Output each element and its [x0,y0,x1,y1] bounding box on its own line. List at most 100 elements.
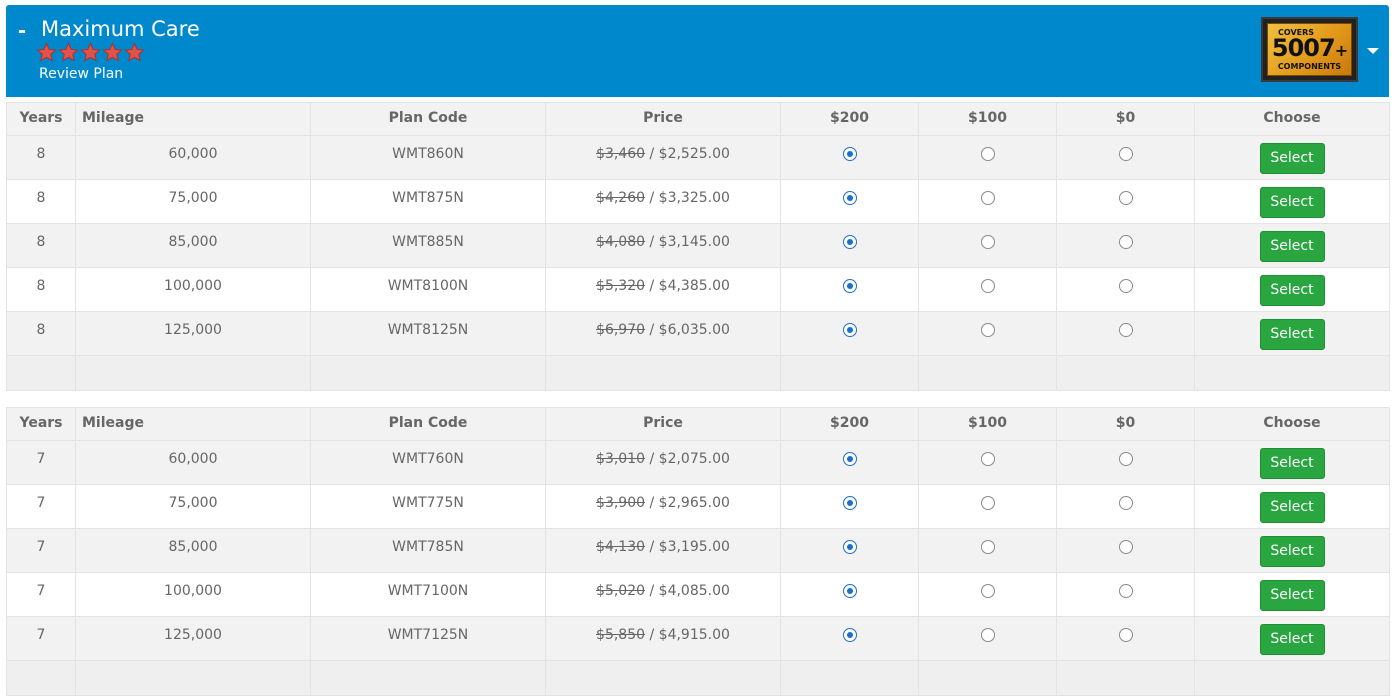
deductible-radio[interactable] [842,323,857,337]
table-row: 8 100,000 WMT8100N $5,320 / $4,385.00 Select [6,267,1390,312]
deductible-radio[interactable] [980,584,995,598]
deductible-radio[interactable] [980,452,995,466]
original-price: $5,850 [596,627,646,643]
price-cell: $5,320 / $4,385.00 [545,267,781,312]
years-cell: 8 [6,135,76,180]
deductible-radio[interactable] [980,628,995,642]
table-header-row: Years Mileage Plan Code Price $200 $100 $0 Choo… [6,102,1390,136]
years-cell: 8 [6,179,76,224]
sale-price: $4,085.00 [658,583,730,599]
deductible-radio[interactable] [980,323,995,337]
deductible-cell [918,440,1057,485]
original-price: $5,020 [596,583,646,599]
years-cell: 7 [6,616,76,661]
deductible-radio[interactable] [842,540,857,554]
deductible-radio[interactable] [842,628,857,642]
deductible-radio[interactable] [1118,147,1133,161]
years-cell: 8 [6,267,76,312]
original-price: $4,260 [596,190,646,206]
price-cell: $3,010 / $2,075.00 [545,440,781,485]
mileage-cell: 60,000 [75,440,311,485]
deductible-radio[interactable] [980,540,995,554]
select-button[interactable]: Select [1259,143,1325,174]
table-row: 8 75,000 WMT875N $4,260 / $3,325.00 Select [6,179,1390,224]
deductible-radio[interactable] [980,235,995,249]
deductible-radio[interactable] [842,147,857,161]
badge-components-text: COMPONENTS [1277,62,1342,71]
deductible-radio[interactable] [980,279,995,293]
deductible-radio[interactable] [1118,235,1133,249]
deductible-radio[interactable] [1118,584,1133,598]
select-button[interactable]: Select [1259,448,1325,479]
plan-code-cell: WMT885N [310,223,546,268]
plan-code-cell: WMT875N [310,179,546,224]
column-header: $100 [918,102,1057,136]
deductible-radio[interactable] [1118,452,1133,466]
deductible-radio[interactable] [980,147,995,161]
star-icon [58,42,79,62]
deductible-radio[interactable] [842,235,857,249]
select-button[interactable]: Select [1259,319,1325,350]
deductible-radio[interactable] [1118,540,1133,554]
choose-cell: Select [1194,572,1390,617]
choose-cell: Select [1194,311,1390,356]
table-row: 7 85,000 WMT785N $4,130 / $3,195.00 Select [6,528,1390,573]
badge-number: 5007+ [1271,34,1348,62]
select-button[interactable]: Select [1259,275,1325,306]
deductible-cell [780,528,919,573]
mileage-cell: 100,000 [75,267,311,312]
price-cell: $3,460 / $2,525.00 [545,135,781,180]
deductible-radio[interactable] [1118,191,1133,205]
column-header: Choose [1194,102,1390,136]
select-button[interactable]: Select [1259,536,1325,567]
price-cell: $6,970 / $6,035.00 [545,311,781,356]
select-button[interactable]: Select [1259,580,1325,611]
years-cell: 7 [6,572,76,617]
deductible-cell [780,572,919,617]
star-icon [36,42,57,62]
choose-cell: Select [1194,528,1390,573]
deductible-radio[interactable] [842,584,857,598]
deductible-radio[interactable] [842,191,857,205]
choose-cell: Select [1194,484,1390,529]
deductible-cell [918,484,1057,529]
deductible-cell [780,311,919,356]
review-plan-link[interactable]: Review Plan [39,66,124,82]
collapse-icon[interactable]: - [18,17,26,44]
deductible-radio[interactable] [842,496,857,510]
mileage-cell: 100,000 [75,572,311,617]
badge-covers-text: COVERS [1278,28,1315,37]
deductible-radio[interactable] [1118,279,1133,293]
years-cell: 7 [6,528,76,573]
deductible-radio[interactable] [1118,628,1133,642]
deductible-cell [780,440,919,485]
star-icon [124,42,145,62]
choose-cell: Select [1194,440,1390,485]
deductible-cell [1056,528,1195,573]
column-header: $200 [780,407,919,441]
select-button[interactable]: Select [1259,492,1325,523]
deductible-radio[interactable] [980,191,995,205]
select-button[interactable]: Select [1259,187,1325,218]
table-footer-row [6,355,1390,391]
table-row: 7 60,000 WMT760N $3,010 / $2,075.00 Select [6,440,1390,485]
deductible-cell [918,528,1057,573]
deductible-radio[interactable] [842,452,857,466]
original-price: $4,080 [596,234,646,250]
chevron-down-icon[interactable] [1367,48,1379,54]
star-rating [36,42,145,64]
column-header: Price [545,407,781,441]
price-cell: $4,130 / $3,195.00 [545,528,781,573]
choose-cell: Select [1194,135,1390,180]
select-button[interactable]: Select [1259,624,1325,655]
deductible-radio[interactable] [1118,323,1133,337]
deductible-radio[interactable] [980,496,995,510]
plan-header: - Maximum Care Review Plan COVERS 5007+ … [6,5,1389,97]
deductible-radio[interactable] [842,279,857,293]
deductible-radio[interactable] [1118,496,1133,510]
column-header: $200 [780,102,919,136]
plan-code-cell: WMT7100N [310,572,546,617]
plan-code-cell: WMT860N [310,135,546,180]
column-header: Mileage [75,407,311,441]
select-button[interactable]: Select [1259,231,1325,262]
